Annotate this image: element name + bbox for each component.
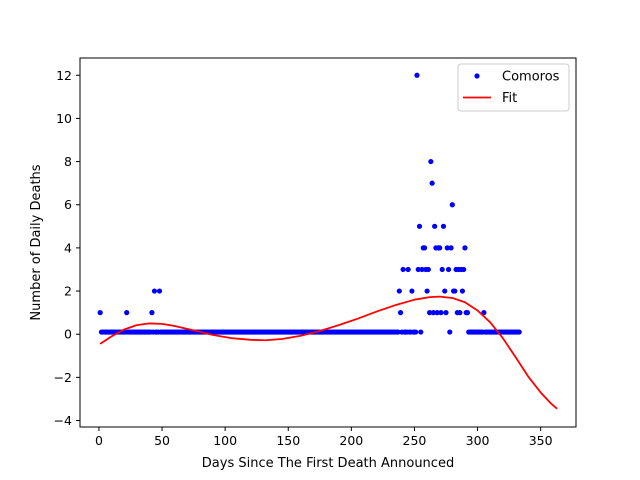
x-tick-label: 200 xyxy=(339,433,363,448)
data-point xyxy=(414,72,420,78)
y-tick-label: 6 xyxy=(64,197,72,212)
data-point xyxy=(405,266,411,273)
data-point xyxy=(444,245,450,251)
data-point xyxy=(481,310,487,316)
data-point xyxy=(428,158,434,165)
x-tick-label: 250 xyxy=(403,433,427,448)
fit-curve xyxy=(99,295,558,410)
y-tick-label: −4 xyxy=(54,413,72,428)
legend-box xyxy=(457,63,570,112)
data-point xyxy=(426,310,433,316)
data-point xyxy=(452,288,458,294)
data-point xyxy=(424,288,430,294)
x-tick-label: 150 xyxy=(276,433,300,448)
data-point xyxy=(151,288,158,294)
data-point xyxy=(440,223,447,229)
y-tick-label: 0 xyxy=(64,327,72,342)
data-point xyxy=(418,329,424,335)
data-point xyxy=(124,310,130,316)
x-axis: 0 50 100 150 200 250 300 350 xyxy=(95,427,553,448)
x-axis-label: Days Since The First Death Announced xyxy=(202,456,454,471)
data-point xyxy=(409,288,415,294)
data-point xyxy=(421,245,428,251)
data-point xyxy=(415,266,421,273)
fit-line xyxy=(99,295,558,410)
data-point xyxy=(437,245,443,251)
y-tick-label: 8 xyxy=(64,154,72,169)
data-point xyxy=(425,266,431,273)
data-point xyxy=(396,288,402,294)
legend: Comoros Fit xyxy=(457,63,570,112)
plot-frame xyxy=(79,57,577,428)
x-tick-label: 0 xyxy=(95,433,103,448)
data-point xyxy=(462,245,468,251)
data-point xyxy=(149,310,155,316)
data-point xyxy=(439,266,445,273)
data-point xyxy=(419,266,425,273)
data-point xyxy=(443,310,449,316)
data-point xyxy=(156,288,163,294)
legend-marker-comoros xyxy=(474,73,480,79)
data-point xyxy=(97,310,103,316)
legend-label-comoros: Comoros xyxy=(502,70,560,85)
data-point xyxy=(464,310,471,316)
data-point xyxy=(459,288,466,294)
legend-label-fit: Fit xyxy=(502,91,517,106)
y-axis: −4 −2 0 2 4 6 8 10 12 xyxy=(54,68,80,428)
y-tick-label: 12 xyxy=(56,68,72,83)
data-point xyxy=(447,329,453,335)
data-point xyxy=(461,266,467,273)
x-tick-label: 350 xyxy=(529,433,553,448)
data-point xyxy=(442,288,448,294)
data-point xyxy=(449,202,455,208)
data-point xyxy=(395,329,401,335)
data-point xyxy=(445,266,452,273)
y-tick-label: 4 xyxy=(64,240,72,255)
x-tick-label: 50 xyxy=(154,433,170,448)
data-point xyxy=(429,180,435,186)
x-tick-label: 100 xyxy=(213,433,237,448)
y-tick-label: 10 xyxy=(56,111,72,126)
data-point xyxy=(516,329,522,335)
data-point xyxy=(430,310,436,316)
data-point xyxy=(397,310,404,316)
data-point xyxy=(413,329,419,335)
data-point xyxy=(432,223,438,229)
data-point xyxy=(416,223,423,229)
y-axis-label: Number of Daily Deaths xyxy=(29,164,44,320)
x-tick-label: 300 xyxy=(466,433,490,448)
data-point xyxy=(438,310,444,316)
y-tick-label: 2 xyxy=(64,284,72,299)
y-tick-label: −2 xyxy=(54,370,72,385)
data-point xyxy=(457,310,463,316)
data-point xyxy=(434,310,440,316)
data-point xyxy=(448,245,454,251)
data-point xyxy=(400,266,406,273)
